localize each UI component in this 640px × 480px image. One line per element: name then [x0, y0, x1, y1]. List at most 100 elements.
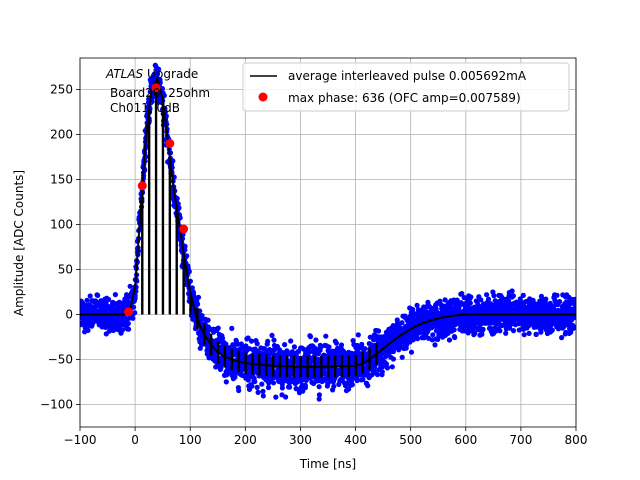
sample-point	[365, 383, 371, 389]
sample-point	[236, 387, 242, 394]
sample-point	[446, 337, 453, 343]
sample-point	[379, 372, 385, 378]
x-tick-label: 0	[131, 433, 139, 447]
sample-point	[265, 338, 271, 344]
annotation-italic: ATLAS	[105, 67, 144, 81]
x-tick-label: 600	[454, 433, 477, 447]
sample-point	[510, 328, 517, 334]
sample-point	[131, 304, 137, 310]
sample-point	[223, 379, 229, 385]
average-pulse-series	[80, 75, 576, 368]
sample-point	[119, 327, 125, 333]
y-tick-label: 250	[50, 83, 73, 97]
sample-point	[521, 332, 527, 338]
sample-point	[333, 340, 339, 346]
sample-point	[503, 330, 509, 336]
max-phase-point	[123, 307, 133, 317]
sample-point	[554, 292, 560, 298]
sample-point	[389, 364, 395, 370]
sample-point	[516, 327, 522, 333]
sample-point	[186, 269, 192, 275]
sample-point	[316, 392, 322, 398]
sample-point	[270, 380, 277, 386]
sample-point	[459, 291, 465, 297]
sample-point	[360, 376, 366, 383]
max-phase-series	[123, 83, 189, 317]
sample-point	[306, 350, 312, 356]
sample-point	[485, 296, 492, 302]
sample-point	[451, 327, 457, 333]
sample-point	[132, 310, 138, 316]
sample-point	[259, 381, 265, 387]
sample-point	[408, 349, 415, 355]
sample-point	[557, 299, 563, 305]
sample-point	[472, 330, 478, 336]
sample-point	[252, 379, 258, 385]
sample-point	[380, 364, 386, 370]
sample-point	[331, 383, 337, 389]
sample-point	[479, 331, 485, 337]
annotation-rest: Upgrade	[143, 67, 198, 81]
max-phase-point	[165, 139, 175, 148]
sample-point	[260, 388, 266, 394]
sample-point	[371, 337, 377, 343]
y-tick-label: 200	[50, 128, 73, 142]
legend-entry-average: average interleaved pulse 0.005692mA	[288, 69, 527, 83]
sample-point	[219, 335, 226, 341]
plot-frame	[79, 57, 577, 428]
sample-point	[195, 301, 201, 307]
sample-point	[467, 300, 473, 306]
sample-point	[87, 293, 93, 299]
sample-point	[112, 292, 118, 298]
y-tick-label: 0	[65, 308, 73, 322]
sample-point	[229, 325, 235, 331]
sample-point	[307, 334, 314, 340]
legend-entry-max-phase: max phase: 636 (OFC amp=0.007589)	[288, 91, 521, 105]
sample-point	[245, 335, 251, 341]
max-phase-point	[151, 83, 161, 93]
x-tick-label: 800	[565, 433, 588, 447]
max-phase-point	[179, 224, 189, 234]
sample-point	[509, 288, 515, 294]
sample-point	[390, 356, 396, 362]
annotation-line-3: Ch011, 0dB	[110, 101, 180, 115]
sample-point	[248, 338, 255, 344]
sample-point	[414, 302, 420, 308]
sample-point	[125, 320, 131, 327]
y-tick-label: 100	[50, 218, 73, 232]
sample-point	[390, 348, 396, 355]
sample-point	[223, 341, 229, 347]
sample-point	[572, 301, 576, 307]
sample-point	[572, 314, 576, 320]
phase-spikes	[141, 80, 378, 378]
sample-point	[287, 384, 293, 390]
atlas-annotation: ATLAS Upgrade Board20, 25ohm Ch011, 0dB	[105, 67, 210, 115]
sample-point	[572, 307, 576, 313]
sample-point	[549, 327, 555, 333]
y-axis-label: Amplitude [ADC Counts]	[12, 170, 26, 316]
x-tick-label: 300	[289, 433, 312, 447]
sample-point	[215, 325, 221, 331]
sample-point	[184, 253, 190, 259]
sample-point	[399, 320, 405, 326]
y-tick-label: 150	[50, 173, 73, 187]
sample-point	[506, 298, 512, 304]
sample-point	[195, 294, 202, 300]
legend: average interleaved pulse 0.005692mA max…	[242, 62, 570, 112]
sample-point	[430, 332, 436, 338]
y-tick-label: 50	[58, 263, 73, 277]
sample-point	[510, 293, 516, 299]
sample-point	[218, 365, 224, 371]
sample-point	[326, 344, 332, 350]
x-tick-label: 100	[179, 433, 202, 447]
sample-point	[491, 293, 497, 299]
x-tick-label: −100	[64, 433, 97, 447]
sample-point	[95, 292, 101, 298]
sample-point	[302, 385, 308, 391]
sample-point	[316, 396, 322, 402]
sample-point	[349, 382, 355, 388]
sample-point	[376, 328, 382, 334]
y-axis: −100 −50 0 50 100 150 200 250	[40, 83, 80, 412]
sample-point	[260, 393, 266, 399]
sample-point	[350, 338, 356, 344]
